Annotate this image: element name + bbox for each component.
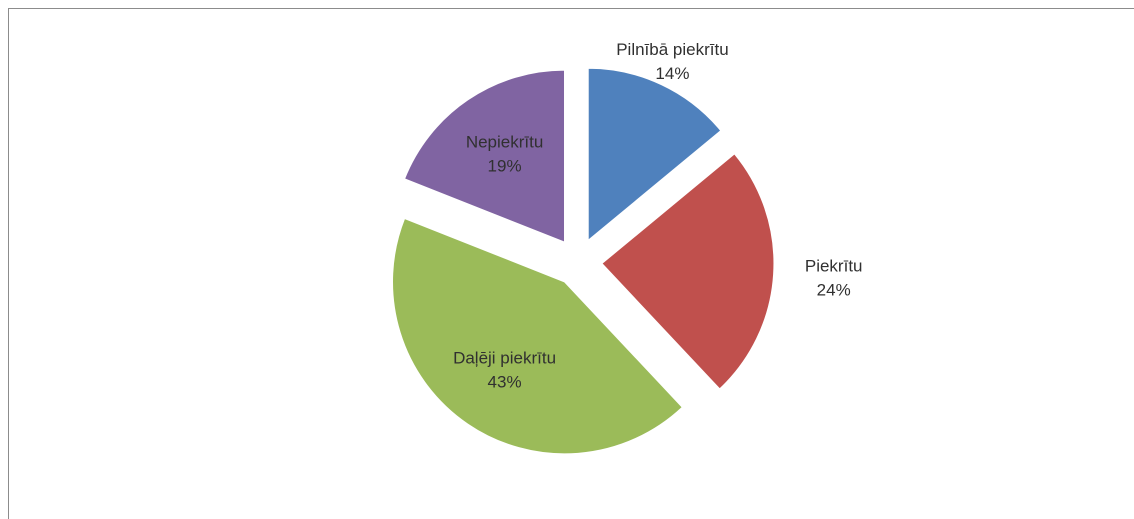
slice-value-label: 14% bbox=[655, 64, 689, 83]
slice-label: Pilnībā piekrītu bbox=[616, 40, 728, 59]
pie-slice bbox=[587, 67, 722, 242]
pie-slice bbox=[403, 69, 566, 243]
pie-slice bbox=[601, 153, 775, 390]
slice-value-label: 43% bbox=[488, 373, 522, 392]
slice-label: Nepiekrītu bbox=[466, 132, 543, 151]
slice-label: Piekrītu bbox=[805, 257, 863, 276]
slice-value-label: 19% bbox=[488, 156, 522, 175]
slice-value-label: 24% bbox=[817, 281, 851, 300]
pie-slice bbox=[392, 217, 683, 455]
slice-label: Daļēji piekrītu bbox=[453, 349, 556, 368]
